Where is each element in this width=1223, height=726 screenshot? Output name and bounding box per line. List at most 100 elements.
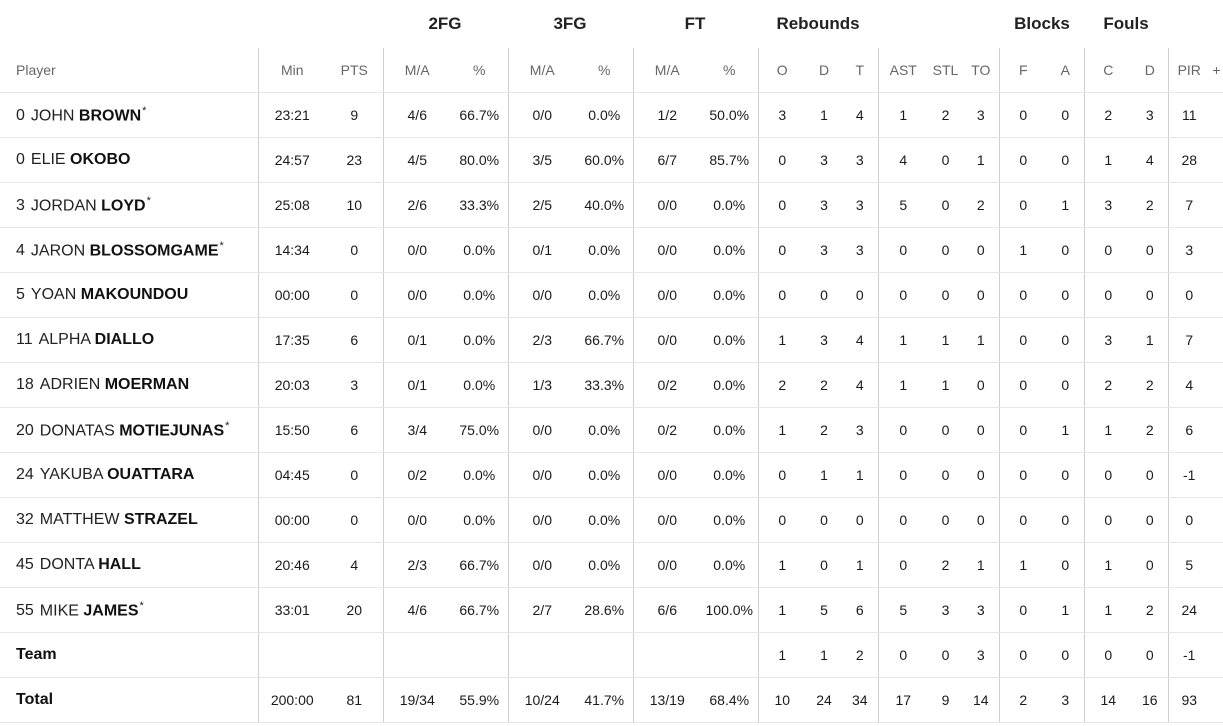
player-row[interactable]: 0 JOHN BROWN* 23:21 9 4/6 66.7% 0/0 0.0% 1/2 50.0…: [0, 92, 1223, 138]
player-first-name: DONATAS: [39, 422, 115, 440]
player-row[interactable]: 55 MIKE JAMES* 33:01 20 4/6 66.7% 2/7 28.6% 6/6 1…: [0, 587, 1223, 633]
player-cell[interactable]: 20 DONATAS MOTIEJUNAS*: [0, 407, 258, 453]
stat-min: 17:35: [257, 317, 326, 363]
player-first-name: YOAN: [30, 286, 77, 303]
stat-foul-c: 2: [1083, 362, 1132, 408]
player-row[interactable]: 0 ELIE OKOBO 24:57 23 4/5 80.0% 3/5 60.0% 6/7 85.…: [0, 137, 1223, 183]
player-row[interactable]: 18 ADRIEN MOERMAN 20:03 3 0/1 0.0% 1/3 33.3% 0/2…: [0, 362, 1223, 408]
player-first-name: MATTHEW: [39, 511, 120, 528]
stat-stl: 0: [928, 632, 963, 678]
player-last-name[interactable]: BLOSSOMGAME: [89, 242, 219, 260]
player-last-name[interactable]: MAKOUNDOU: [80, 286, 189, 303]
col-header-pts[interactable]: PTS: [326, 48, 383, 93]
player-last-name[interactable]: OUATTARA: [107, 466, 195, 483]
player-row[interactable]: 11 ALPHA DIALLO 17:35 6 0/1 0.0% 2/3 66.7% 0/0 0.…: [0, 317, 1223, 363]
col-header-reb-d[interactable]: D: [806, 48, 842, 93]
col-header-reb-t[interactable]: T: [842, 48, 878, 93]
player-last-name[interactable]: LOYD: [101, 197, 146, 215]
stat-foul-d: 3: [1132, 92, 1168, 138]
col-header-2fg-pct[interactable]: %: [451, 48, 508, 93]
stat-blk-f: 0: [998, 317, 1047, 363]
player-row[interactable]: 32 MATTHEW STRAZEL 00:00 0 0/0 0.0% 0/0 0.0% 0/0…: [0, 497, 1223, 543]
player-number: 0: [16, 107, 25, 125]
player-cell[interactable]: 5 YOAN MAKOUNDOU: [0, 272, 258, 318]
player-row[interactable]: 24 YAKUBA OUATTARA 04:45 0 0/2 0.0% 0/0 0.0% 0/0…: [0, 452, 1223, 498]
col-header-foul-d[interactable]: D: [1132, 48, 1168, 93]
stat-reb-d: 3: [806, 137, 842, 183]
col-header-blk-a[interactable]: A: [1047, 48, 1084, 93]
stat-pir: 5: [1167, 542, 1210, 588]
col-header-pir[interactable]: PIR: [1167, 48, 1210, 93]
col-header-blk-f[interactable]: F: [998, 48, 1047, 93]
stat-ast: 0: [877, 272, 928, 318]
player-cell[interactable]: 24 YAKUBA OUATTARA: [0, 452, 258, 498]
col-header-3fg-ma[interactable]: M/A: [507, 48, 576, 93]
stat-ft-ma: 6/7: [632, 137, 701, 183]
player-row[interactable]: 4 JARON BLOSSOMGAME* 14:34 0 0/0 0.0% 0/1 0.0% 0…: [0, 227, 1223, 273]
player-cell[interactable]: 4 JARON BLOSSOMGAME*: [0, 227, 258, 273]
stat-foul-d: 0: [1132, 452, 1168, 498]
player-last-name[interactable]: OKOBO: [70, 151, 131, 168]
player-row[interactable]: 3 JORDAN LOYD* 25:08 10 2/6 33.3% 2/5 40.0% 0/0 0…: [0, 182, 1223, 228]
col-header-min[interactable]: Min: [257, 48, 326, 93]
player-last-name[interactable]: JAMES: [83, 602, 139, 620]
stat-reb-d: 2: [806, 407, 842, 453]
stat-blk-f: 2: [998, 677, 1047, 723]
stat-fg3-ma: 0/0: [507, 497, 576, 543]
stat-reb-o: 1: [757, 542, 806, 588]
col-header-reb-o[interactable]: O: [757, 48, 806, 93]
stat-reb-o: 0: [757, 452, 806, 498]
stat-reb-o: 10: [757, 677, 806, 723]
stat-ft-ma: 0/0: [632, 227, 701, 273]
player-number: 32: [16, 511, 34, 528]
stat-blk-a: 3: [1047, 677, 1084, 723]
col-header-3fg-pct[interactable]: %: [576, 48, 633, 93]
col-header-2fg-ma[interactable]: M/A: [382, 48, 451, 93]
stat-pir: 11: [1167, 92, 1210, 138]
player-cell[interactable]: 45 DONTA HALL: [0, 542, 258, 588]
player-row[interactable]: 5 YOAN MAKOUNDOU 00:00 0 0/0 0.0% 0/0 0.0% 0/0 0.…: [0, 272, 1223, 318]
player-cell[interactable]: 55 MIKE JAMES*: [0, 587, 258, 633]
stat-fg2-pct: 0.0%: [451, 452, 508, 498]
stat-fg2-pct: 0.0%: [451, 497, 508, 543]
stat-foul-d: 0: [1132, 542, 1168, 588]
player-last-name[interactable]: MOERMAN: [104, 376, 190, 393]
stat-stl: 9: [928, 677, 963, 723]
stat-reb-t: 4: [842, 317, 878, 363]
col-header-to[interactable]: TO: [963, 48, 999, 93]
stat-ft-ma: 0/0: [632, 542, 701, 588]
col-header-ast[interactable]: AST: [877, 48, 928, 93]
starter-mark: *: [142, 104, 147, 117]
player-cell[interactable]: 3 JORDAN LOYD*: [0, 182, 258, 228]
stat-fg3-pct: 33.3%: [576, 362, 633, 408]
player-last-name[interactable]: MOTIEJUNAS: [119, 422, 225, 440]
col-header-foul-c[interactable]: C: [1083, 48, 1132, 93]
stat-fg2-ma: 0/2: [382, 452, 451, 498]
player-last-name[interactable]: STRAZEL: [123, 511, 198, 528]
player-row[interactable]: 45 DONTA HALL 20:46 4 2/3 66.7% 0/0 0.0% 0/0 0.0%…: [0, 542, 1223, 588]
stat-ft-ma: 0/0: [632, 272, 701, 318]
stat-pts: 6: [326, 317, 383, 363]
stat-foul-c: 1: [1083, 587, 1132, 633]
col-header-plusminus[interactable]: +: [1210, 48, 1223, 93]
player-cell[interactable]: 0 ELIE OKOBO: [0, 137, 258, 183]
col-header-player[interactable]: Player: [0, 48, 258, 93]
player-cell[interactable]: 18 ADRIEN MOERMAN: [0, 362, 258, 408]
player-cell[interactable]: 11 ALPHA DIALLO: [0, 317, 258, 363]
col-header-ft-ma[interactable]: M/A: [632, 48, 701, 93]
player-cell[interactable]: 0 JOHN BROWN*: [0, 92, 258, 138]
stat-ast: 4: [877, 137, 928, 183]
player-last-name[interactable]: DIALLO: [94, 331, 155, 348]
col-header-stl[interactable]: STL: [928, 48, 963, 93]
col-header-ft-pct[interactable]: %: [701, 48, 758, 93]
stat-reb-d: 24: [806, 677, 842, 723]
player-last-name[interactable]: HALL: [98, 556, 141, 573]
stat-fg2-ma: 3/4: [382, 407, 451, 453]
player-row[interactable]: 20 DONATAS MOTIEJUNAS* 15:50 6 3/4 75.0% 0/0 0.…: [0, 407, 1223, 453]
stat-plusminus: [1210, 92, 1223, 138]
player-cell[interactable]: 32 MATTHEW STRAZEL: [0, 497, 258, 543]
player-last-name[interactable]: BROWN: [78, 107, 142, 125]
player-number: 55: [16, 602, 34, 620]
stat-min: 20:46: [257, 542, 326, 588]
stat-pts: 9: [326, 92, 383, 138]
